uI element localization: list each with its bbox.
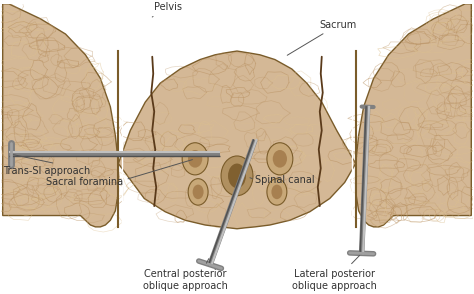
Ellipse shape [188, 150, 202, 168]
Text: Pelvis: Pelvis [152, 2, 182, 17]
Text: Sacral foramina: Sacral foramina [46, 178, 123, 188]
Text: Central posterior
oblique approach: Central posterior oblique approach [143, 269, 228, 291]
Ellipse shape [228, 163, 246, 188]
Text: Lateral posterior
oblique approach: Lateral posterior oblique approach [292, 269, 377, 291]
Ellipse shape [182, 143, 208, 175]
Ellipse shape [192, 185, 204, 199]
Ellipse shape [221, 156, 253, 196]
Ellipse shape [267, 179, 287, 205]
Ellipse shape [267, 143, 293, 175]
Polygon shape [3, 4, 118, 227]
Text: Trans-SI approach: Trans-SI approach [3, 166, 90, 176]
Ellipse shape [273, 150, 287, 168]
Ellipse shape [188, 179, 208, 205]
Polygon shape [118, 51, 356, 229]
Ellipse shape [272, 185, 283, 199]
Text: Spinal canal: Spinal canal [255, 175, 315, 185]
Text: Sacrum: Sacrum [287, 20, 357, 55]
Polygon shape [356, 4, 471, 227]
